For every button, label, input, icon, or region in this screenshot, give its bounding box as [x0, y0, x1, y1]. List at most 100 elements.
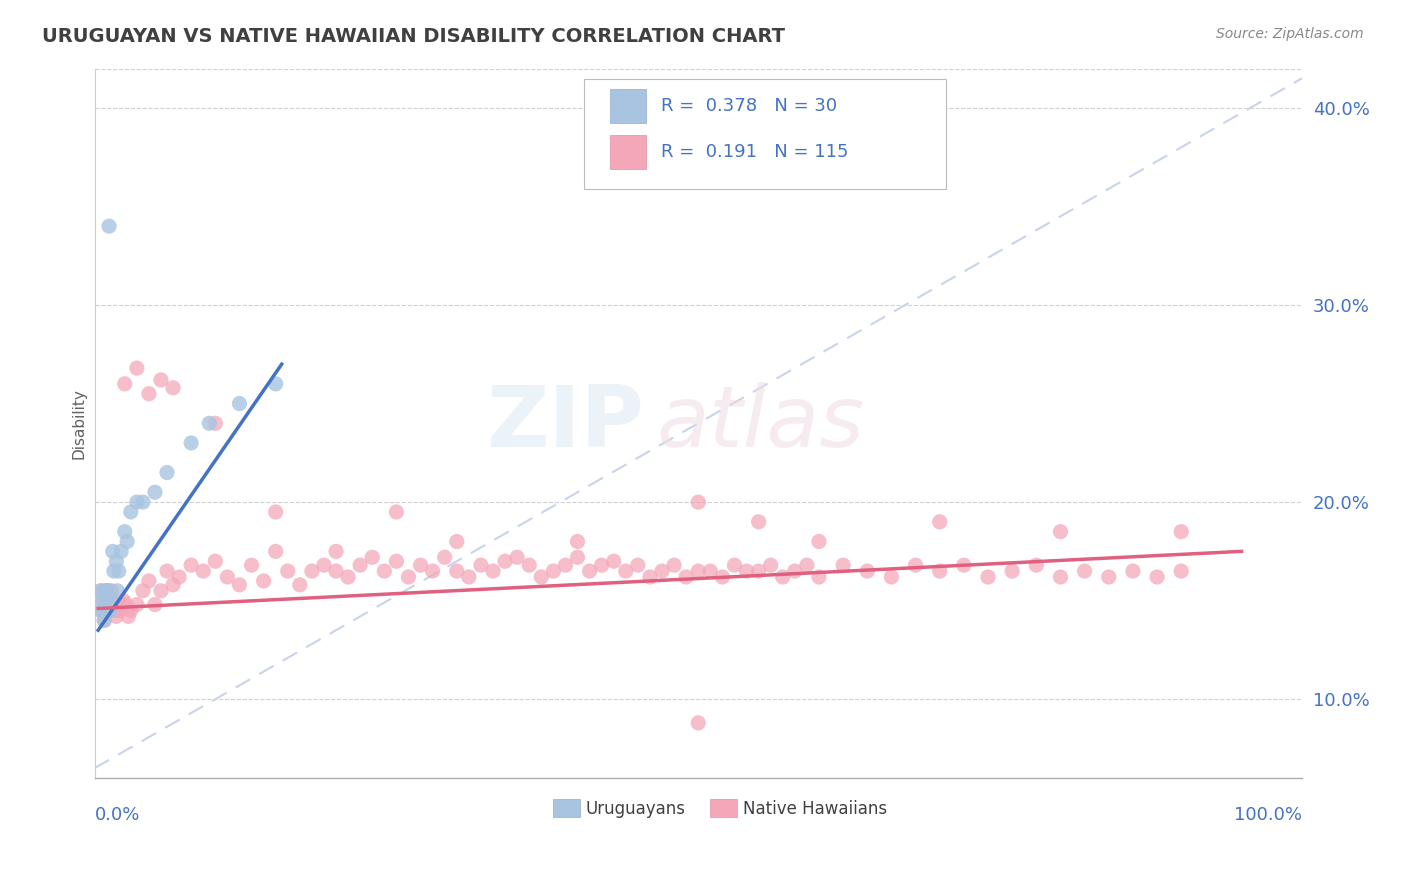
- Point: [554, 558, 576, 573]
- Point: [361, 550, 384, 565]
- Text: 100.0%: 100.0%: [1234, 806, 1302, 824]
- Point: [1049, 524, 1071, 539]
- Point: [98, 583, 121, 598]
- Point: [105, 554, 128, 568]
- Point: [409, 558, 432, 573]
- Point: [688, 495, 710, 509]
- Point: [91, 593, 114, 607]
- Point: [94, 593, 117, 607]
- Point: [96, 583, 118, 598]
- Point: [688, 564, 710, 578]
- Point: [264, 505, 287, 519]
- FancyBboxPatch shape: [583, 79, 946, 189]
- Point: [125, 495, 148, 509]
- Point: [96, 603, 118, 617]
- Point: [112, 593, 135, 607]
- Text: ZIP: ZIP: [486, 382, 644, 465]
- Point: [204, 417, 226, 431]
- Point: [107, 598, 129, 612]
- Point: [180, 436, 202, 450]
- Point: [1098, 570, 1121, 584]
- Point: [446, 564, 468, 578]
- Point: [149, 583, 172, 598]
- Point: [953, 558, 976, 573]
- Point: [470, 558, 492, 573]
- Point: [228, 396, 250, 410]
- Point: [723, 558, 745, 573]
- Point: [603, 554, 626, 568]
- Point: [96, 583, 118, 598]
- Point: [337, 570, 360, 584]
- Point: [105, 609, 128, 624]
- Point: [1170, 564, 1192, 578]
- Point: [688, 715, 710, 730]
- Point: [928, 564, 950, 578]
- Y-axis label: Disability: Disability: [72, 388, 86, 458]
- Point: [90, 583, 112, 598]
- Text: URUGUAYAN VS NATIVE HAWAIIAN DISABILITY CORRELATION CHART: URUGUAYAN VS NATIVE HAWAIIAN DISABILITY …: [42, 27, 785, 45]
- Point: [107, 583, 129, 598]
- Point: [627, 558, 650, 573]
- Point: [162, 381, 184, 395]
- Point: [252, 574, 274, 588]
- Point: [807, 570, 830, 584]
- Text: R =  0.191   N = 115: R = 0.191 N = 115: [661, 143, 848, 161]
- Point: [193, 564, 215, 578]
- Point: [115, 534, 138, 549]
- Point: [115, 598, 138, 612]
- Bar: [710, 799, 737, 817]
- Point: [591, 558, 613, 573]
- Point: [832, 558, 855, 573]
- Point: [506, 550, 529, 565]
- Bar: [554, 799, 579, 817]
- Point: [90, 583, 112, 598]
- Point: [93, 583, 115, 598]
- Point: [98, 603, 121, 617]
- Bar: [610, 89, 647, 123]
- Text: Native Hawaiians: Native Hawaiians: [742, 799, 887, 817]
- Point: [567, 534, 589, 549]
- Point: [103, 564, 125, 578]
- Point: [156, 564, 179, 578]
- Point: [132, 495, 155, 509]
- Bar: [610, 135, 647, 169]
- Point: [1170, 524, 1192, 539]
- Point: [114, 524, 136, 539]
- Point: [132, 583, 155, 598]
- Point: [156, 466, 179, 480]
- Point: [398, 570, 420, 584]
- Point: [517, 558, 540, 573]
- Point: [90, 603, 112, 617]
- Point: [264, 544, 287, 558]
- Point: [772, 570, 794, 584]
- Point: [638, 570, 661, 584]
- Point: [240, 558, 263, 573]
- Point: [904, 558, 927, 573]
- Point: [167, 570, 190, 584]
- Point: [100, 583, 122, 598]
- Point: [325, 564, 347, 578]
- Point: [349, 558, 371, 573]
- Point: [301, 564, 323, 578]
- Point: [977, 570, 1000, 584]
- Point: [735, 564, 758, 578]
- Point: [1146, 570, 1168, 584]
- Point: [138, 574, 160, 588]
- Point: [543, 564, 565, 578]
- Point: [91, 593, 114, 607]
- Point: [1073, 564, 1095, 578]
- Point: [446, 534, 468, 549]
- Point: [117, 609, 139, 624]
- Point: [1122, 564, 1144, 578]
- Point: [662, 558, 685, 573]
- Point: [796, 558, 818, 573]
- Point: [149, 373, 172, 387]
- Point: [103, 598, 125, 612]
- Point: [228, 578, 250, 592]
- Point: [180, 558, 202, 573]
- Point: [433, 550, 456, 565]
- Point: [93, 613, 115, 627]
- Point: [143, 598, 166, 612]
- Point: [98, 590, 121, 604]
- Point: [312, 558, 335, 573]
